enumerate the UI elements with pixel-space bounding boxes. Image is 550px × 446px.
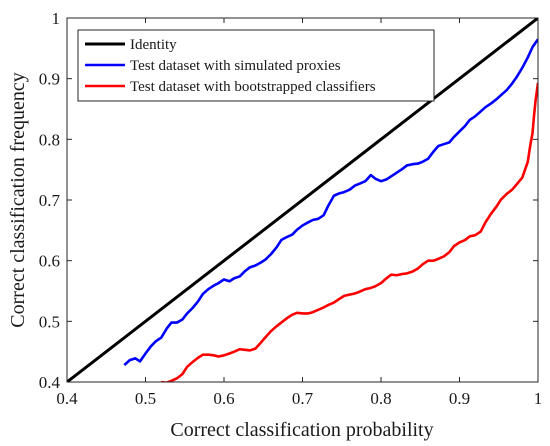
y-tick-label: 0.9: [39, 70, 60, 89]
y-tick-label: 0.8: [39, 130, 60, 149]
y-tick-label: 1: [52, 9, 61, 28]
y-tick-label: 0.4: [39, 373, 61, 392]
x-tick-label: 0.6: [213, 389, 234, 408]
x-tick-label: 0.5: [135, 389, 156, 408]
legend-label: Test dataset with bootstrapped classifie…: [130, 79, 376, 95]
legend-label: Test dataset with simulated proxies: [130, 58, 341, 74]
y-tick-label: 0.6: [39, 252, 60, 271]
simulated-proxies-line: [123, 38, 538, 366]
identity-line: [67, 18, 538, 382]
y-tick-label: 0.7: [39, 191, 61, 210]
legend-entry-bootstrapped-classifiers: Test dataset with bootstrapped classifie…: [85, 79, 376, 95]
x-tick-label: 0.9: [449, 389, 470, 408]
legend: Identity Test dataset with simulated prox…: [77, 29, 435, 102]
x-axis-tick-labels: 0.4 0.5 0.6 0.7 0.8 0.9 1: [56, 389, 542, 408]
legend-entries: Identity Test dataset with simulated prox…: [85, 37, 376, 95]
x-tick-label: 0.8: [370, 389, 391, 408]
x-axis-label: Correct classification probability: [170, 419, 433, 441]
x-tick-label: 1: [534, 389, 543, 408]
y-axis-tick-labels: 0.4 0.5 0.6 0.7 0.8 0.9 1: [39, 9, 61, 392]
plot-frame: [66, 17, 539, 383]
legend-box: [77, 29, 435, 102]
x-tick-label: 0.7: [292, 389, 314, 408]
x-tick-label: 0.4: [56, 389, 78, 408]
y-tick-label: 0.5: [39, 312, 60, 331]
bootstrapped-classifiers-line: [161, 82, 538, 382]
y-axis-label: Correct classification frequency: [7, 72, 29, 327]
legend-label: Identity: [130, 37, 177, 53]
legend-entry-simulated-proxies: Test dataset with simulated proxies: [85, 58, 341, 74]
series-layer: [67, 18, 538, 382]
legend-entry-identity: Identity: [85, 37, 177, 53]
